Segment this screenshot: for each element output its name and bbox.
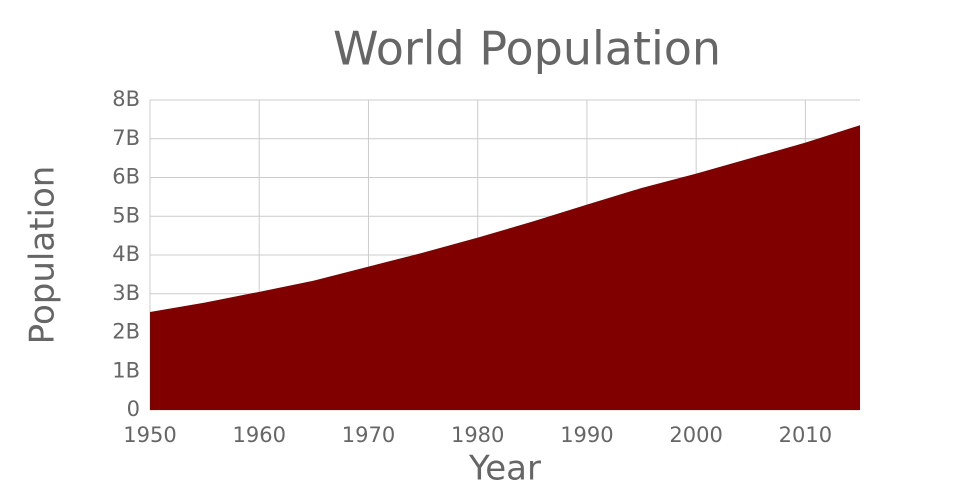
x-tick-label: 1980	[451, 423, 504, 447]
x-tick-label: 1990	[560, 423, 613, 447]
y-tick-label: 8B	[112, 87, 140, 111]
y-tick-label: 7B	[112, 126, 140, 150]
y-tick-label: 3B	[112, 281, 140, 305]
y-tick-label: 5B	[112, 203, 140, 227]
chart-title: World Population	[333, 22, 721, 76]
x-tick-label: 1960	[233, 423, 286, 447]
y-axis-title: Population	[23, 166, 63, 345]
y-tick-label: 6B	[112, 165, 140, 189]
x-tick-label: 1970	[342, 423, 395, 447]
y-tick-label: 1B	[112, 358, 140, 382]
x-tick-label: 2000	[669, 423, 722, 447]
y-tick-label: 2B	[112, 320, 140, 344]
y-tick-label: 0	[127, 397, 140, 421]
y-tick-label: 4B	[112, 242, 140, 266]
x-axis-title: Year	[468, 449, 541, 489]
x-tick-label: 1950	[123, 423, 176, 447]
area	[150, 125, 860, 410]
x-tick-label: 2010	[779, 423, 832, 447]
